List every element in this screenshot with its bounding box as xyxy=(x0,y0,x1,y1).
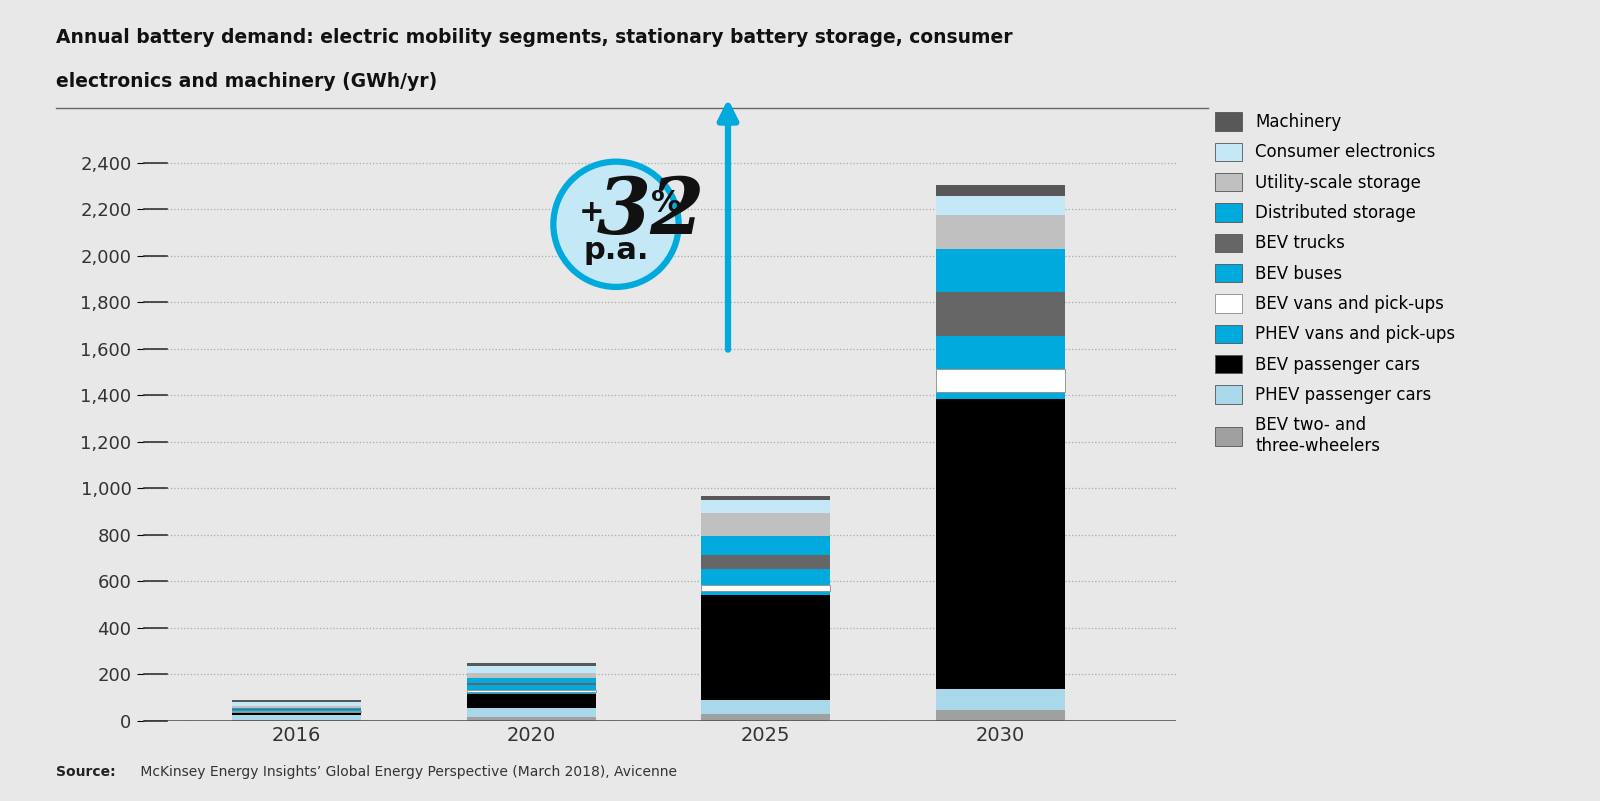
Bar xyxy=(701,714,830,721)
Bar xyxy=(936,368,1064,392)
Bar xyxy=(467,682,595,686)
Bar xyxy=(232,715,362,720)
Text: Annual battery demand: electric mobility segments, stationary battery storage, c: Annual battery demand: electric mobility… xyxy=(56,28,1013,47)
Text: McKinsey Energy Insights’ Global Energy Perspective (March 2018), Avicenne: McKinsey Energy Insights’ Global Energy … xyxy=(136,765,677,779)
Bar xyxy=(467,686,595,690)
Text: p.a.: p.a. xyxy=(584,235,648,264)
Text: +: + xyxy=(579,198,605,227)
Bar xyxy=(701,595,830,700)
Bar xyxy=(701,585,830,590)
Bar xyxy=(467,690,595,692)
Bar xyxy=(467,678,595,682)
Bar xyxy=(701,497,830,500)
Bar xyxy=(936,292,1064,336)
Bar xyxy=(701,536,830,554)
Bar xyxy=(701,569,830,585)
Text: 32: 32 xyxy=(597,174,706,250)
Bar xyxy=(232,710,362,711)
Legend: Machinery, Consumer electronics, Utility-scale storage, Distributed storage, BEV: Machinery, Consumer electronics, Utility… xyxy=(1216,112,1456,454)
Bar xyxy=(232,713,362,715)
Bar xyxy=(467,666,595,673)
Bar xyxy=(232,702,362,706)
Bar xyxy=(232,699,362,702)
Bar xyxy=(467,692,595,694)
Circle shape xyxy=(554,162,678,287)
Bar xyxy=(936,186,1064,196)
Text: %: % xyxy=(651,189,682,219)
Bar xyxy=(936,215,1064,249)
Bar xyxy=(936,249,1064,292)
Bar xyxy=(701,554,830,569)
Bar xyxy=(467,663,595,666)
Bar xyxy=(232,711,362,713)
Bar xyxy=(467,718,595,721)
Bar xyxy=(232,720,362,721)
Bar xyxy=(936,392,1064,399)
Bar xyxy=(232,706,362,708)
Text: Source:: Source: xyxy=(56,765,115,779)
Bar xyxy=(467,708,595,718)
Bar xyxy=(936,336,1064,368)
Bar xyxy=(467,694,595,708)
Bar xyxy=(701,590,830,595)
Bar xyxy=(701,513,830,536)
Bar xyxy=(701,700,830,714)
Bar xyxy=(936,710,1064,721)
Bar xyxy=(936,690,1064,710)
Bar xyxy=(701,500,830,513)
Bar xyxy=(936,196,1064,215)
Bar xyxy=(936,399,1064,690)
Text: electronics and machinery (GWh/yr): electronics and machinery (GWh/yr) xyxy=(56,72,437,91)
Bar xyxy=(232,708,362,709)
Bar xyxy=(467,673,595,678)
